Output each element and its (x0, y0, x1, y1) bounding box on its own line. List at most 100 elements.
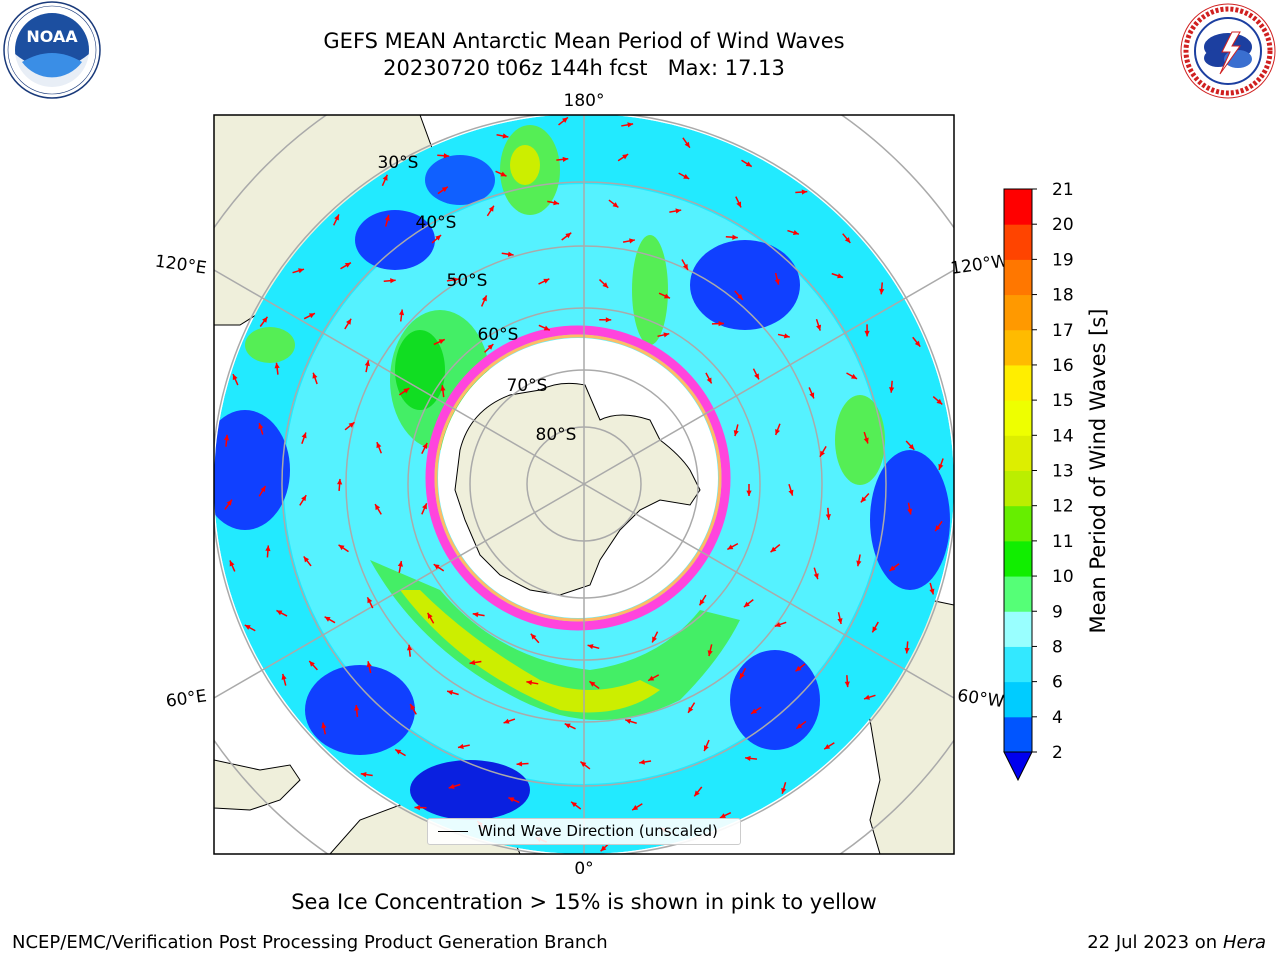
wind-wave-arrow-head (303, 556, 310, 563)
wind-wave-arrow-head (914, 340, 921, 347)
lon-label-0: 0° (574, 859, 593, 879)
wind-wave-arrow-head (781, 787, 787, 794)
wind-wave-arrow-head (276, 610, 283, 616)
wind-wave-arrow-head (684, 141, 690, 148)
colorbar-segment (1004, 189, 1032, 225)
colorbar-tick-label: 2 (1052, 743, 1063, 763)
wind-wave-arrow-head (543, 278, 550, 284)
wind-wave-arrow-head (447, 690, 454, 696)
noaa-logo-icon: NOAA (3, 1, 101, 99)
wind-wave-arrow-head (739, 672, 745, 679)
wind-wave-arrow-head (860, 496, 867, 503)
wind-wave-arrow-head (754, 373, 759, 380)
wind-wave-arrow-head (344, 262, 351, 268)
colorbar-tick-label: 13 (1052, 462, 1074, 482)
wind-wave-arrow-head (743, 601, 750, 608)
wind-wave-arrow-head (301, 495, 307, 502)
wind-wave-arrow-head (801, 189, 808, 195)
wind-wave-arrow-head (856, 560, 862, 567)
wind-wave-arrow-head (448, 783, 455, 789)
colorbar-segment (1004, 646, 1032, 683)
wind-wave-arrow-head (837, 273, 844, 279)
colorbar-segment (1004, 259, 1032, 296)
wind-wave-arrow-head (334, 214, 339, 221)
wind-wave-arrow-head (718, 321, 724, 327)
wind-wave-arrow-head (500, 171, 507, 177)
wind-wave-arrow-head (360, 771, 367, 778)
wind-wave-arrow-head (414, 805, 420, 811)
colorbar-tick-label: 16 (1052, 356, 1074, 376)
colorbar-tick-label: 20 (1052, 215, 1074, 235)
wind-wave-arrow-head (774, 278, 780, 285)
colorbar-segment (1004, 540, 1032, 577)
wind-wave-arrow-head (244, 624, 251, 630)
wind-wave-arrow-head (435, 235, 442, 241)
wind-wave-arrow-head (348, 422, 355, 428)
footer-credit: NCEP/EMC/Verification Post Processing Pr… (12, 932, 608, 953)
wind-wave-arrow-head (565, 232, 572, 239)
wind-wave-arrow-head (737, 294, 743, 300)
wind-wave-arrow-head (265, 545, 271, 552)
wind-wave-arrow-head (629, 238, 635, 244)
map-legend: Wind Wave Direction (unscaled) (427, 818, 741, 845)
wind-wave-arrow-head (612, 202, 619, 208)
wind-wave-arrow-head (622, 154, 629, 160)
colorbar-segment (1004, 505, 1032, 542)
colorbar-tick-label: 18 (1052, 286, 1074, 306)
wind-wave-arrow-head (675, 208, 682, 214)
wind-wave-arrow-head (719, 813, 726, 818)
wind-wave-arrow-head (589, 681, 596, 687)
footer-date-text: 22 Jul 2023 on (1087, 932, 1223, 953)
wind-wave-arrow-head (837, 618, 843, 624)
wind-wave-arrow-head (503, 718, 510, 724)
wind-wave-arrow-head (632, 805, 639, 811)
wind-wave-arrow-head (562, 117, 568, 123)
legend-line-swatch (438, 831, 468, 832)
wind-wave-arrow-head (260, 485, 266, 492)
wind-wave-arrow-head (223, 434, 230, 441)
colorbar-segment (1004, 294, 1032, 331)
wind-wave-arrow-head (627, 122, 634, 128)
colorbar-segment (1004, 611, 1032, 647)
wind-wave-arrow-head (745, 161, 752, 167)
wind-wave-arrow-head (825, 514, 831, 520)
wind-wave-arrow-head (600, 845, 607, 852)
colorbar-tick-label: 15 (1052, 391, 1074, 411)
wind-wave-arrow-head (481, 295, 487, 302)
wind-wave-arrow-head (783, 333, 790, 339)
wind-wave-arrow-head (775, 428, 781, 435)
wind-wave-arrow-head (488, 205, 494, 212)
wind-wave-arrow-head (816, 324, 822, 331)
wind-wave-arrow-head (516, 761, 523, 767)
wind-wave-arrow-head (564, 723, 571, 729)
wind-wave-arrow-head (733, 430, 739, 437)
wind-wave-arrow-head (321, 722, 327, 729)
wind-wave-arrow-head (422, 503, 427, 510)
wind-wave-arrow-head (889, 387, 895, 393)
wind-wave-arrow-head (571, 801, 578, 808)
wind-wave-arrow-head (406, 644, 413, 651)
wind-wave-arrow-head (298, 268, 305, 274)
lon-label-60w: 60°W (956, 686, 1005, 712)
wind-wave-arrow-head (605, 317, 612, 323)
wind-wave-arrow-head (844, 681, 850, 688)
wind-wave-arrow-head (346, 318, 352, 325)
colorbar-label: Mean Period of Wind Waves [s] (1086, 309, 1110, 634)
colorbar-segment (1004, 435, 1032, 471)
lat-label-60s: 60°S (478, 325, 519, 345)
wind-wave-arrow-head (746, 490, 752, 496)
wind-wave-arrow-head (390, 278, 396, 284)
wind-wave-arrow-head (441, 186, 448, 192)
wind-wave-arrow-head (908, 444, 915, 450)
wind-wave-arrow-head (809, 392, 815, 399)
colorbar-tick-label: 10 (1052, 567, 1074, 587)
wind-wave-arrow-head (652, 636, 657, 643)
sea-ice-note: Sea Ice Concentration > 15% is shown in … (291, 890, 877, 914)
wind-wave-arrow-head (774, 622, 781, 627)
colorbar-segment (1004, 400, 1032, 436)
wind-wave-arrows (223, 116, 944, 852)
lat-label-70s: 70°S (507, 376, 548, 396)
svg-text:NOAA: NOAA (26, 27, 78, 46)
wind-wave-arrow-head (732, 234, 738, 240)
